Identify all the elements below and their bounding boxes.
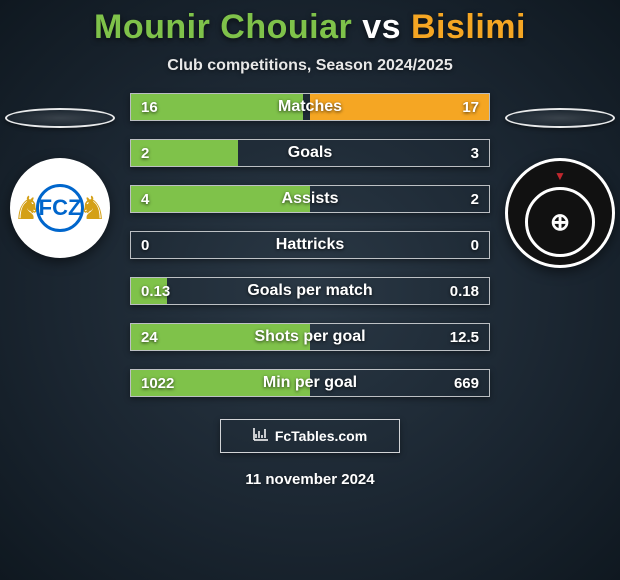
stat-label: Goals per match xyxy=(247,282,372,300)
lion-icon: ♞ xyxy=(78,189,107,227)
stat-value-left: 0 xyxy=(131,237,159,254)
stat-value-right: 12.5 xyxy=(440,329,489,346)
left-column: ♞ FCZ ♞ xyxy=(0,93,120,258)
stat-label: Matches xyxy=(278,98,342,116)
stat-value-right: 17 xyxy=(452,99,489,116)
stat-row: 4 2 Assists xyxy=(130,185,490,213)
fcz-badge: FCZ xyxy=(36,184,84,232)
stat-value-left: 2 xyxy=(131,145,159,162)
stat-row: 24 12.5 Shots per goal xyxy=(130,323,490,351)
source-text: FcTables.com xyxy=(275,428,367,444)
stat-rows: 16 17 Matches 2 3 Goals 4 2 Assists 0 0 Hattricks 0.… xyxy=(130,93,490,397)
stats-area: ♞ FCZ ♞ 16 17 Matches 2 3 Goals 4 2 Assists 0 0 Hat… xyxy=(0,93,620,397)
player1-silhouette xyxy=(5,108,115,128)
stat-label: Shots per goal xyxy=(254,328,365,346)
lugano-badge: ⊕ xyxy=(525,187,595,257)
stat-label: Assists xyxy=(282,190,339,208)
stat-value-left: 24 xyxy=(131,329,168,346)
player1-name: Mounir Chouiar xyxy=(94,8,352,46)
stat-label: Goals xyxy=(288,144,332,162)
page-title: Mounir Chouiar vs Bislimi xyxy=(94,8,526,47)
comparison-card: Mounir Chouiar vs Bislimi Club competiti… xyxy=(0,0,620,580)
stat-row: 2 3 Goals xyxy=(130,139,490,167)
player2-name: Bislimi xyxy=(411,8,526,46)
stat-value-right: 669 xyxy=(444,375,489,392)
source-link[interactable]: FcTables.com xyxy=(220,419,400,453)
stat-value-right: 2 xyxy=(461,191,489,208)
stat-label: Min per goal xyxy=(263,374,357,392)
stat-value-left: 16 xyxy=(131,99,168,116)
subtitle: Club competitions, Season 2024/2025 xyxy=(167,57,452,75)
lugano-badge-wrapper: ▼ ⊕ xyxy=(525,169,595,257)
stat-value-right: 3 xyxy=(461,145,489,162)
stat-value-left: 0.13 xyxy=(131,283,180,300)
right-column: ▼ ⊕ xyxy=(500,93,620,268)
date-text: 11 november 2024 xyxy=(245,471,374,488)
fcz-logo-wrapper: ♞ FCZ ♞ xyxy=(15,163,105,253)
stat-row: 1022 669 Min per goal xyxy=(130,369,490,397)
lugano-crest-icon: ▼ xyxy=(525,169,595,183)
stat-value-left: 1022 xyxy=(131,375,184,392)
player2-silhouette xyxy=(505,108,615,128)
stat-value-right: 0.18 xyxy=(440,283,489,300)
stat-row: 0.13 0.18 Goals per match xyxy=(130,277,490,305)
chart-icon xyxy=(253,427,269,446)
stat-value-left: 4 xyxy=(131,191,159,208)
fc-lugano-logo: ▼ ⊕ xyxy=(505,158,615,268)
stat-row: 0 0 Hattricks xyxy=(130,231,490,259)
stat-value-right: 0 xyxy=(461,237,489,254)
fc-zurich-logo: ♞ FCZ ♞ xyxy=(10,158,110,258)
stat-row: 16 17 Matches xyxy=(130,93,490,121)
stat-label: Hattricks xyxy=(276,236,344,254)
vs-text: vs xyxy=(362,8,401,46)
